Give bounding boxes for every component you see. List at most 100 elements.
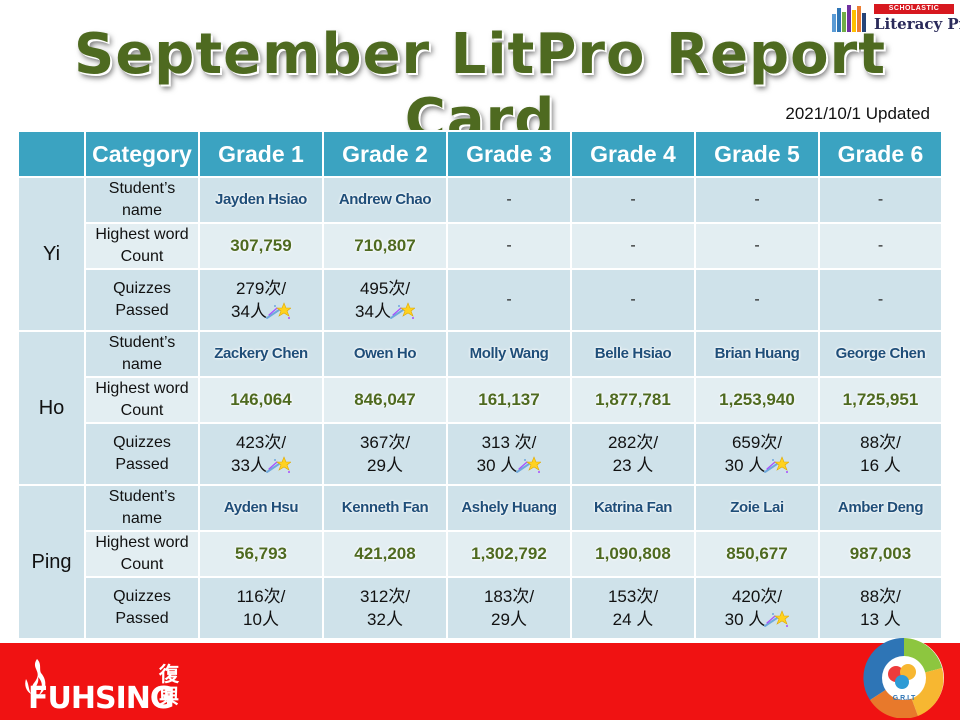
student-name: Kenneth Fan <box>341 499 429 516</box>
category-student-name: Student’s name <box>84 484 200 532</box>
student-name-cell: Jayden Hsiao <box>198 176 324 224</box>
quiz-times: 88次/ <box>860 587 901 606</box>
word-count-cell: 987,003 <box>818 530 943 578</box>
student-name-cell: Amber Deng <box>818 484 943 532</box>
category-line: Passed <box>115 302 169 319</box>
page-title: September LitPro Report Card <box>73 22 886 152</box>
quiz-dash: - <box>754 291 760 308</box>
word-count: 56,793 <box>235 544 287 563</box>
quiz-cell: 495次/34人 <box>322 268 448 332</box>
ping-word-count-row: Highest word Count 56,793 421,208 1,302,792 1… <box>18 530 943 578</box>
student-name-cell: Owen Ho <box>322 330 448 378</box>
word-count: 987,003 <box>849 544 912 563</box>
quiz-people: 29人 <box>491 610 527 629</box>
flame-logo-icon <box>25 659 46 695</box>
category-line: Quizzes <box>113 434 171 451</box>
quiz-people: 30 人 <box>476 456 518 475</box>
word-count: - <box>754 237 760 254</box>
quiz-dash: - <box>630 291 636 308</box>
quiz-cell: - <box>446 268 572 332</box>
category-line: Count <box>120 556 164 573</box>
quiz-people: 33人 <box>231 456 267 475</box>
student-name-cell: - <box>570 176 696 224</box>
category-line: Count <box>120 248 164 265</box>
word-count-cell: 146,064 <box>198 376 324 424</box>
word-count-cell: - <box>694 222 820 270</box>
quiz-times: 183次/ <box>483 587 535 606</box>
word-count-cell: - <box>446 222 572 270</box>
yi-student-name-row: Yi Student’s name Jayden Hsiao Andrew Chao - -… <box>17 176 943 332</box>
quiz-cell: - <box>818 268 943 332</box>
report-table: Category Grade 1 Grade 2 Grade 3 Grade 4… <box>17 130 943 640</box>
word-count: 1,090,808 <box>595 544 671 563</box>
student-name-cell: Ayden Hsu <box>198 484 324 532</box>
word-count: 1,302,792 <box>471 544 547 563</box>
category-header: Category <box>84 130 200 178</box>
word-count-cell: 421,208 <box>322 530 448 578</box>
quiz-times: 88次/ <box>860 433 901 452</box>
shooting-star-icon <box>516 456 542 473</box>
word-count-cell: 1,725,951 <box>818 376 943 424</box>
category-line: Student’s <box>108 334 176 351</box>
word-count-cell: - <box>570 222 696 270</box>
word-count: - <box>506 237 512 254</box>
word-count-cell: 161,137 <box>446 376 572 424</box>
quiz-people: 34人 <box>355 302 391 321</box>
quiz-cell: 116次/10人 <box>198 576 324 640</box>
quiz-cell: 423次/33人 <box>198 422 324 486</box>
ho-word-count-row: Highest word Count 146,064 846,047 161,137 1,… <box>18 376 943 424</box>
word-count-cell: 1,253,940 <box>694 376 820 424</box>
student-name: - <box>754 191 760 208</box>
student-name-cell: - <box>694 176 820 224</box>
student-name-cell: Andrew Chao <box>322 176 448 224</box>
quiz-people: 30 人 <box>724 610 766 629</box>
category-line: name <box>121 202 163 219</box>
word-count: 1,877,781 <box>595 390 671 409</box>
quiz-times: 367次/ <box>359 433 411 452</box>
category-line: Student’s <box>108 488 176 505</box>
header-row: Category Grade 1 Grade 2 Grade 3 Grade 4… <box>17 130 943 178</box>
bookshelf-icon <box>832 4 868 32</box>
quiz-people: 30 人 <box>724 456 766 475</box>
word-count: 1,253,940 <box>719 390 795 409</box>
house-header <box>17 130 86 178</box>
word-count: 850,677 <box>726 544 788 563</box>
student-name: Amber Deng <box>837 499 924 516</box>
scholastic-literacy-pro-logo: SCHOLASTIC Literacy Pro <box>832 2 960 34</box>
student-name-cell: Zoie Lai <box>694 484 820 532</box>
category-line: Count <box>120 402 164 419</box>
category-line: name <box>121 356 163 373</box>
quiz-times: 282次/ <box>607 433 659 452</box>
quiz-times: 313 次/ <box>481 433 537 452</box>
category-line: Highest word <box>95 226 189 243</box>
category-quizzes: Quizzes Passed <box>84 576 200 640</box>
word-count: - <box>630 237 636 254</box>
grade-5-header: Grade 5 <box>694 130 820 178</box>
student-name: Brian Huang <box>714 345 800 362</box>
house-label: Ho <box>17 330 86 486</box>
student-name: Ashely Huang <box>461 499 557 516</box>
shooting-star-icon <box>764 456 790 473</box>
footer-bar: FUHSING 復興 <box>0 643 960 720</box>
quiz-cell: 279次/34人 <box>198 268 324 332</box>
word-count: 161,137 <box>478 390 540 409</box>
student-name: Zackery Chen <box>214 345 308 362</box>
ho-student-name-row: Ho Student’s name Zackery Chen Owen Ho Molly … <box>17 330 943 486</box>
student-name-cell: - <box>446 176 572 224</box>
student-name: Molly Wang <box>469 345 549 362</box>
quiz-cell: 312次/32人 <box>322 576 448 640</box>
yi-quizzes-row: Quizzes Passed 279次/34人 495次/34人 - - - - <box>18 268 943 332</box>
category-quizzes: Quizzes Passed <box>84 268 200 332</box>
word-count-cell: 850,677 <box>694 530 820 578</box>
grade-3-header: Grade 3 <box>446 130 572 178</box>
word-count: 421,208 <box>354 544 416 563</box>
quiz-dash: - <box>877 291 884 308</box>
student-name: Owen Ho <box>353 345 417 362</box>
word-count-cell: 1,302,792 <box>446 530 572 578</box>
fuhsing-wordmark: FUHSING <box>28 681 174 716</box>
word-count-cell: 710,807 <box>322 222 448 270</box>
word-count: 146,064 <box>230 390 292 409</box>
quiz-cell: 88次/13 人 <box>818 576 943 640</box>
student-name: Andrew Chao <box>338 191 432 208</box>
word-count-cell: - <box>818 222 943 270</box>
